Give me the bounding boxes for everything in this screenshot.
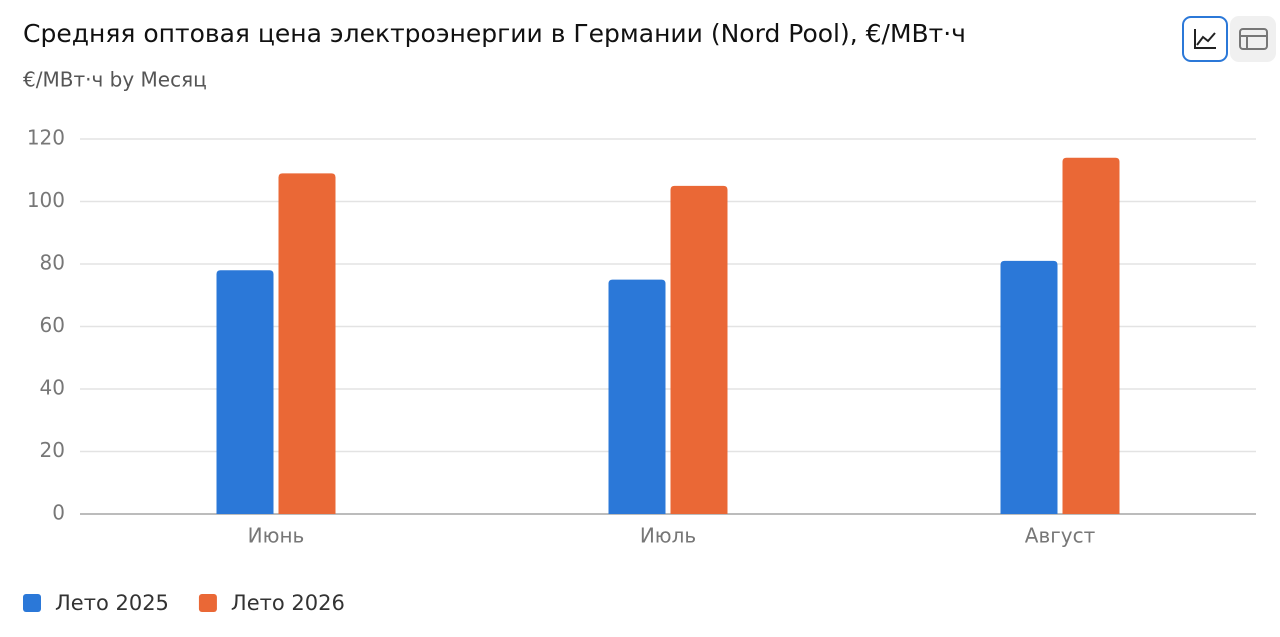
- y-tick-label: 120: [27, 126, 65, 150]
- legend-label: Лето 2025: [55, 591, 169, 615]
- legend-swatch: [198, 594, 217, 612]
- legend-label: Лето 2026: [231, 591, 345, 615]
- legend-swatch: [23, 594, 41, 612]
- y-tick-label: 80: [40, 251, 65, 275]
- table-icon: [1239, 28, 1268, 50]
- line-chart-icon: [1194, 29, 1216, 49]
- bar: [608, 279, 666, 514]
- x-tick-label: Июнь: [248, 524, 305, 548]
- table-view-button[interactable]: [1230, 16, 1276, 62]
- bar: [1062, 157, 1120, 514]
- bar: [670, 185, 728, 514]
- bar: [1000, 260, 1058, 514]
- bar: [216, 270, 274, 514]
- bar: [278, 173, 336, 514]
- x-tick-label: Август: [1025, 524, 1096, 548]
- chart-view-button[interactable]: [1182, 16, 1228, 62]
- chart-subtitle: €/МВт·ч by Месяц: [23, 68, 207, 92]
- x-tick-label: Июль: [640, 524, 696, 548]
- y-tick-label: 40: [40, 376, 65, 400]
- y-tick-label: 60: [40, 313, 65, 337]
- y-tick-label: 20: [40, 438, 65, 462]
- y-tick-label: 100: [27, 188, 65, 212]
- y-tick-label: 0: [52, 501, 65, 525]
- chart-title: Средняя оптовая цена электроэнергии в Ге…: [23, 19, 966, 48]
